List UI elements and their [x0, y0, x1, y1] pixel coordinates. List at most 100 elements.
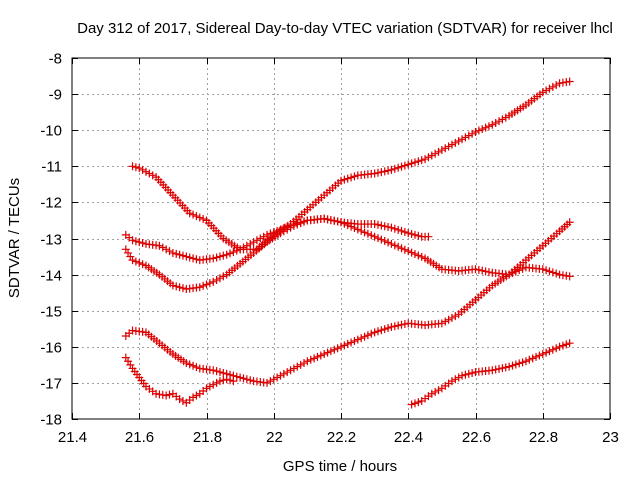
- data-point: [552, 81, 561, 90]
- data-point: [296, 360, 305, 369]
- data-point: [212, 276, 221, 285]
- data-point: [478, 266, 487, 275]
- y-tick-label: -8: [49, 51, 62, 68]
- data-point: [279, 369, 288, 378]
- data-point: [249, 238, 258, 247]
- data-point: [394, 163, 403, 172]
- data-point: [538, 265, 547, 274]
- data-point: [303, 357, 312, 366]
- data-point: [370, 220, 379, 229]
- data-point: [414, 231, 423, 240]
- data-point: [437, 319, 446, 328]
- data-point: [189, 254, 198, 263]
- data-point: [424, 153, 433, 162]
- data-point: [316, 351, 325, 360]
- data-point: [498, 364, 507, 373]
- data-point: [340, 175, 349, 184]
- data-point: [202, 280, 211, 289]
- data-point: [501, 113, 510, 122]
- data-point: [451, 138, 460, 147]
- data-point: [286, 366, 295, 375]
- data-point: [565, 218, 574, 227]
- data-points: [121, 77, 574, 409]
- data-point: [289, 221, 298, 230]
- data-point: [229, 377, 238, 386]
- data-point: [562, 271, 571, 280]
- data-point: [447, 377, 456, 386]
- data-point: [414, 157, 423, 166]
- data-point: [192, 212, 201, 221]
- data-point: [269, 375, 278, 384]
- data-point: [532, 352, 541, 361]
- data-point: [484, 268, 493, 277]
- data-point: [471, 265, 480, 274]
- data-point: [215, 377, 224, 386]
- data-point: [189, 361, 198, 370]
- data-point: [141, 167, 150, 176]
- data-point: [135, 258, 144, 267]
- x-tick-label: 22.2: [327, 429, 356, 446]
- data-point: [397, 320, 406, 329]
- data-point: [390, 224, 399, 233]
- data-point: [545, 84, 554, 93]
- data-point: [394, 242, 403, 251]
- data-point: [165, 390, 174, 399]
- data-point: [347, 222, 356, 231]
- data-point: [128, 236, 137, 245]
- data-point: [515, 359, 524, 368]
- data-point: [441, 144, 450, 153]
- data-point: [259, 232, 268, 241]
- data-point: [373, 234, 382, 243]
- data-point: [414, 398, 423, 407]
- data-point: [138, 239, 147, 248]
- data-point: [495, 117, 504, 126]
- data-point: [407, 229, 416, 238]
- y-tick-label: -18: [40, 412, 62, 429]
- data-point: [236, 245, 245, 254]
- data-point: [310, 354, 319, 363]
- data-point: [128, 162, 137, 171]
- data-point: [326, 216, 335, 225]
- data-point: [410, 250, 419, 259]
- data-point: [427, 151, 436, 160]
- data-point: [192, 255, 201, 264]
- y-tick-label: -14: [40, 268, 62, 285]
- data-point: [495, 364, 504, 373]
- data-point: [384, 238, 393, 247]
- data-point: [293, 362, 302, 371]
- data-point: [219, 368, 228, 377]
- data-point: [444, 315, 453, 324]
- data-point: [252, 236, 261, 245]
- data-point: [276, 229, 285, 238]
- data-point: [337, 342, 345, 351]
- data-point: [199, 215, 208, 224]
- data-point: [447, 313, 456, 322]
- data-point: [145, 169, 154, 178]
- data-point: [138, 165, 147, 174]
- data-point: [246, 376, 255, 385]
- series-track-d: [121, 218, 574, 387]
- data-point: [340, 341, 349, 350]
- data-point: [219, 272, 228, 281]
- data-point: [256, 234, 265, 243]
- data-point: [521, 357, 530, 366]
- data-point: [461, 133, 470, 142]
- data-point: [367, 329, 376, 338]
- data-point: [347, 173, 356, 182]
- data-point: [488, 120, 497, 129]
- data-point: [232, 246, 241, 255]
- data-point: [330, 216, 339, 225]
- data-point: [458, 135, 467, 144]
- data-point: [215, 368, 224, 377]
- data-point: [397, 162, 406, 171]
- data-point: [481, 267, 490, 276]
- data-point: [189, 210, 198, 219]
- data-point: [320, 214, 329, 223]
- data-point: [300, 359, 309, 368]
- data-point: [373, 220, 382, 229]
- data-point: [394, 321, 403, 330]
- data-point: [427, 389, 436, 398]
- data-point: [357, 226, 366, 235]
- data-point: [424, 232, 433, 241]
